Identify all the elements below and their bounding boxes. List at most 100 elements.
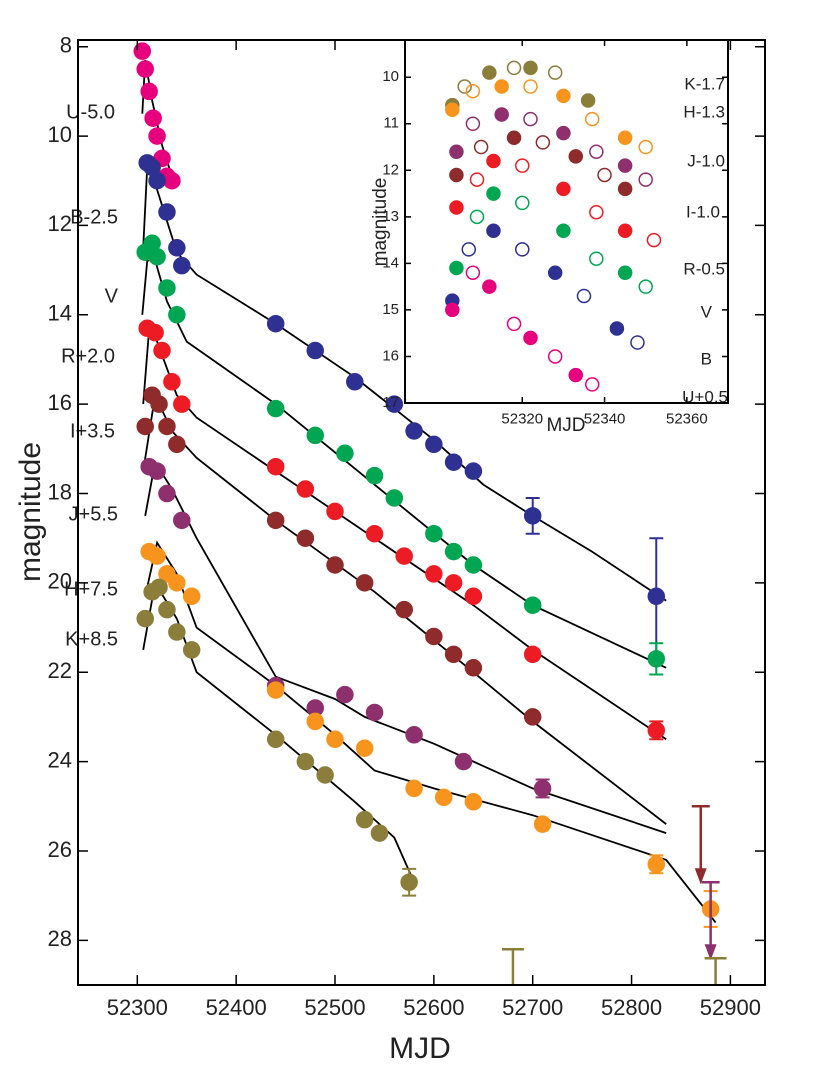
y-tick-label: 16	[48, 390, 72, 415]
band-label: K+8.5	[65, 628, 118, 650]
data-point	[617, 130, 633, 145]
data-point	[547, 65, 563, 80]
data-point	[150, 395, 168, 413]
upper-limit	[501, 948, 524, 985]
y-tick-label: 8	[60, 33, 72, 58]
data-point	[182, 641, 201, 659]
data-point	[647, 587, 666, 606]
band-label: B	[701, 349, 712, 368]
y-tick-label: 10	[48, 122, 72, 147]
data-point	[158, 600, 176, 619]
y-tick-label: 20	[48, 569, 72, 594]
y-tick-label: 15	[382, 301, 399, 318]
data-point	[617, 265, 633, 280]
data-point	[482, 65, 497, 80]
data-point	[173, 511, 191, 530]
data-point	[589, 204, 604, 220]
data-point	[148, 127, 166, 145]
data-point	[140, 82, 158, 101]
data-point	[589, 251, 604, 266]
data-point	[646, 232, 662, 248]
data-point	[464, 556, 483, 574]
data-point	[457, 79, 472, 94]
data-point	[355, 574, 374, 592]
y-tick-label: 14	[382, 254, 399, 271]
data-point	[556, 125, 571, 141]
data-point	[533, 815, 552, 833]
plot: K-1.7 H-1.3 J-1.0 I-1.0 R-0.5 V B U+0.5 52320 523…	[370, 39, 729, 436]
data-point	[465, 83, 481, 99]
data-point	[617, 158, 633, 173]
data-point	[506, 316, 522, 332]
data-point	[365, 466, 384, 485]
data-point	[425, 435, 443, 454]
x-tick-label: 52360	[666, 410, 708, 427]
y-tick-label: 10	[382, 68, 399, 85]
data-point	[523, 60, 538, 76]
data-point	[444, 645, 463, 664]
band-label: H+7.5	[64, 578, 118, 600]
data-point	[148, 247, 166, 266]
x-tick-label: 52500	[304, 995, 365, 1020]
data-point	[638, 172, 653, 187]
y-tick-label: 26	[48, 837, 72, 862]
data-point	[523, 708, 542, 726]
data-point	[346, 373, 364, 391]
upper-limit-arrowhead	[704, 944, 717, 961]
band-label: B-2.5	[70, 206, 118, 228]
band-label: U-5.0	[66, 101, 115, 123]
data-point	[153, 341, 171, 360]
y-tick-label: 14	[48, 301, 72, 326]
data-point	[405, 779, 423, 798]
data-point	[148, 547, 166, 565]
data-point	[515, 242, 530, 257]
data-point	[266, 399, 285, 418]
band-label: R-0.5	[683, 259, 725, 278]
data-point	[136, 417, 154, 436]
data-point	[326, 556, 344, 574]
data-point	[444, 453, 463, 471]
band-label: I-1.0	[686, 202, 720, 221]
data-point	[266, 681, 285, 699]
band-label: R+2.0	[61, 345, 115, 367]
data-point	[568, 367, 584, 383]
data-point	[638, 139, 653, 155]
data-point	[306, 712, 324, 731]
data-point	[434, 788, 453, 807]
x-tick-label: 52300	[107, 995, 168, 1020]
y-tick-label: 12	[382, 161, 399, 178]
data-point	[266, 457, 285, 476]
data-point	[568, 149, 584, 164]
data-point	[461, 242, 477, 257]
data-point	[405, 726, 423, 744]
data-point	[449, 200, 464, 215]
data-point	[136, 609, 154, 628]
data-point	[515, 158, 530, 173]
y-tick-label: 13	[382, 208, 399, 225]
upper-limit-arrowhead	[694, 868, 707, 885]
data-point	[182, 587, 201, 606]
data-point	[597, 167, 612, 183]
data-point	[584, 111, 600, 127]
data-point	[400, 873, 418, 891]
data-point	[533, 779, 552, 798]
data-point	[336, 444, 354, 463]
data-point	[133, 42, 152, 60]
data-point	[158, 279, 176, 297]
data-point	[523, 111, 538, 127]
data-point	[326, 502, 344, 521]
data-point	[449, 260, 464, 276]
data-point	[609, 321, 625, 336]
y-axis-title: magnitude	[370, 178, 391, 267]
data-point	[385, 395, 404, 413]
data-point	[266, 730, 285, 749]
band-label: K-1.7	[684, 74, 725, 93]
data-point	[580, 93, 596, 108]
data-point	[365, 524, 384, 543]
y-tick-label: 24	[48, 747, 72, 772]
band-label: J+5.5	[69, 503, 118, 525]
x-tick-label: 52600	[403, 995, 464, 1020]
data-point	[425, 627, 443, 646]
data-point	[306, 341, 324, 360]
